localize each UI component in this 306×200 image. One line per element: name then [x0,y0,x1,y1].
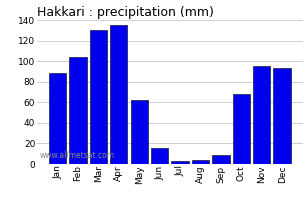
Bar [49,73,66,164]
Bar [212,155,230,164]
Bar [151,148,168,164]
Bar [274,68,291,164]
Bar [171,161,189,164]
Bar [192,160,209,164]
Bar [110,25,128,164]
Text: Hakkari : precipitation (mm): Hakkari : precipitation (mm) [37,6,214,19]
Bar [233,94,250,164]
Bar [69,57,87,164]
Bar [90,30,107,164]
Bar [253,66,271,164]
Text: www.allmetsat.com: www.allmetsat.com [39,151,114,160]
Bar [131,100,148,164]
